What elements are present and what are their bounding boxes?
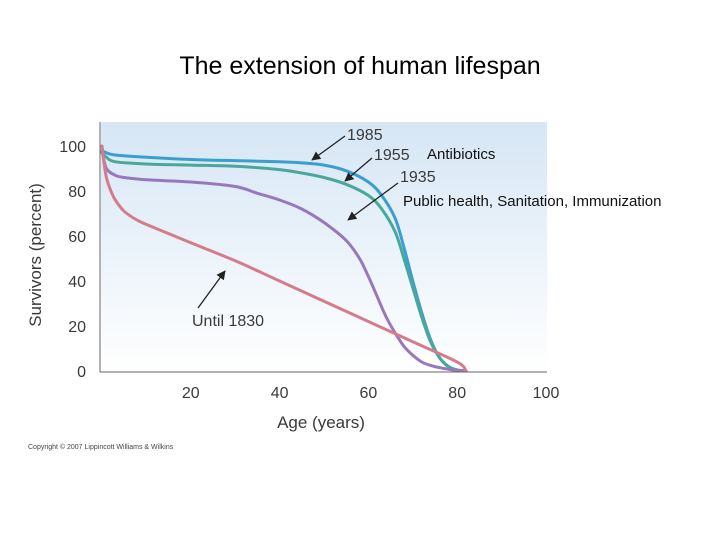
y-tick-label: 20: [68, 319, 86, 336]
annotation-1935: 1935: [347, 169, 436, 221]
series-line-until-1830: [100, 144, 468, 373]
y-tick-label: 80: [68, 184, 86, 201]
note-public-health: Public health, Sanitation, Immunization: [403, 193, 661, 210]
x-tick-label: 100: [533, 385, 560, 402]
x-tick-labels: 20 40 60 80 100: [182, 385, 560, 402]
y-tick-label: 100: [59, 139, 86, 156]
annotation-1985-arrow: [311, 135, 346, 161]
y-tick-label: 40: [68, 274, 86, 291]
slide-title: The extension of human lifespan: [179, 52, 541, 80]
annotation-1985-label: 1985: [347, 127, 383, 144]
y-axis-title: Survivors (percent): [26, 183, 45, 327]
note-antibiotics: Antibiotics: [427, 146, 495, 163]
annotation-until-1830: Until 1830: [192, 270, 264, 330]
x-tick-label: 60: [360, 385, 378, 402]
series-layer: [100, 144, 468, 373]
annotation-1955: 1955: [344, 147, 410, 182]
copyright-notice: Copyright © 2007 Lippincott Williams & W…: [28, 444, 174, 451]
series-line-1935: [100, 149, 468, 373]
y-tick-label: 60: [68, 229, 86, 246]
annotation-1985: 1985: [311, 127, 383, 161]
x-tick-label: 20: [182, 385, 200, 402]
y-tick-labels: 0 20 40 60 80 100: [59, 139, 86, 381]
annotation-until-1830-label: Until 1830: [192, 313, 264, 330]
annotation-1955-arrow: [344, 157, 373, 182]
annotation-1955-label: 1955: [374, 147, 410, 164]
annotation-until-1830-arrow: [197, 270, 226, 309]
y-tick-label: 0: [77, 364, 86, 381]
annotation-1935-label: 1935: [400, 169, 436, 186]
x-tick-label: 40: [271, 385, 289, 402]
annotation-1935-arrow: [347, 182, 399, 221]
x-axis-title: Age (years): [277, 413, 365, 432]
x-tick-label: 80: [448, 385, 466, 402]
